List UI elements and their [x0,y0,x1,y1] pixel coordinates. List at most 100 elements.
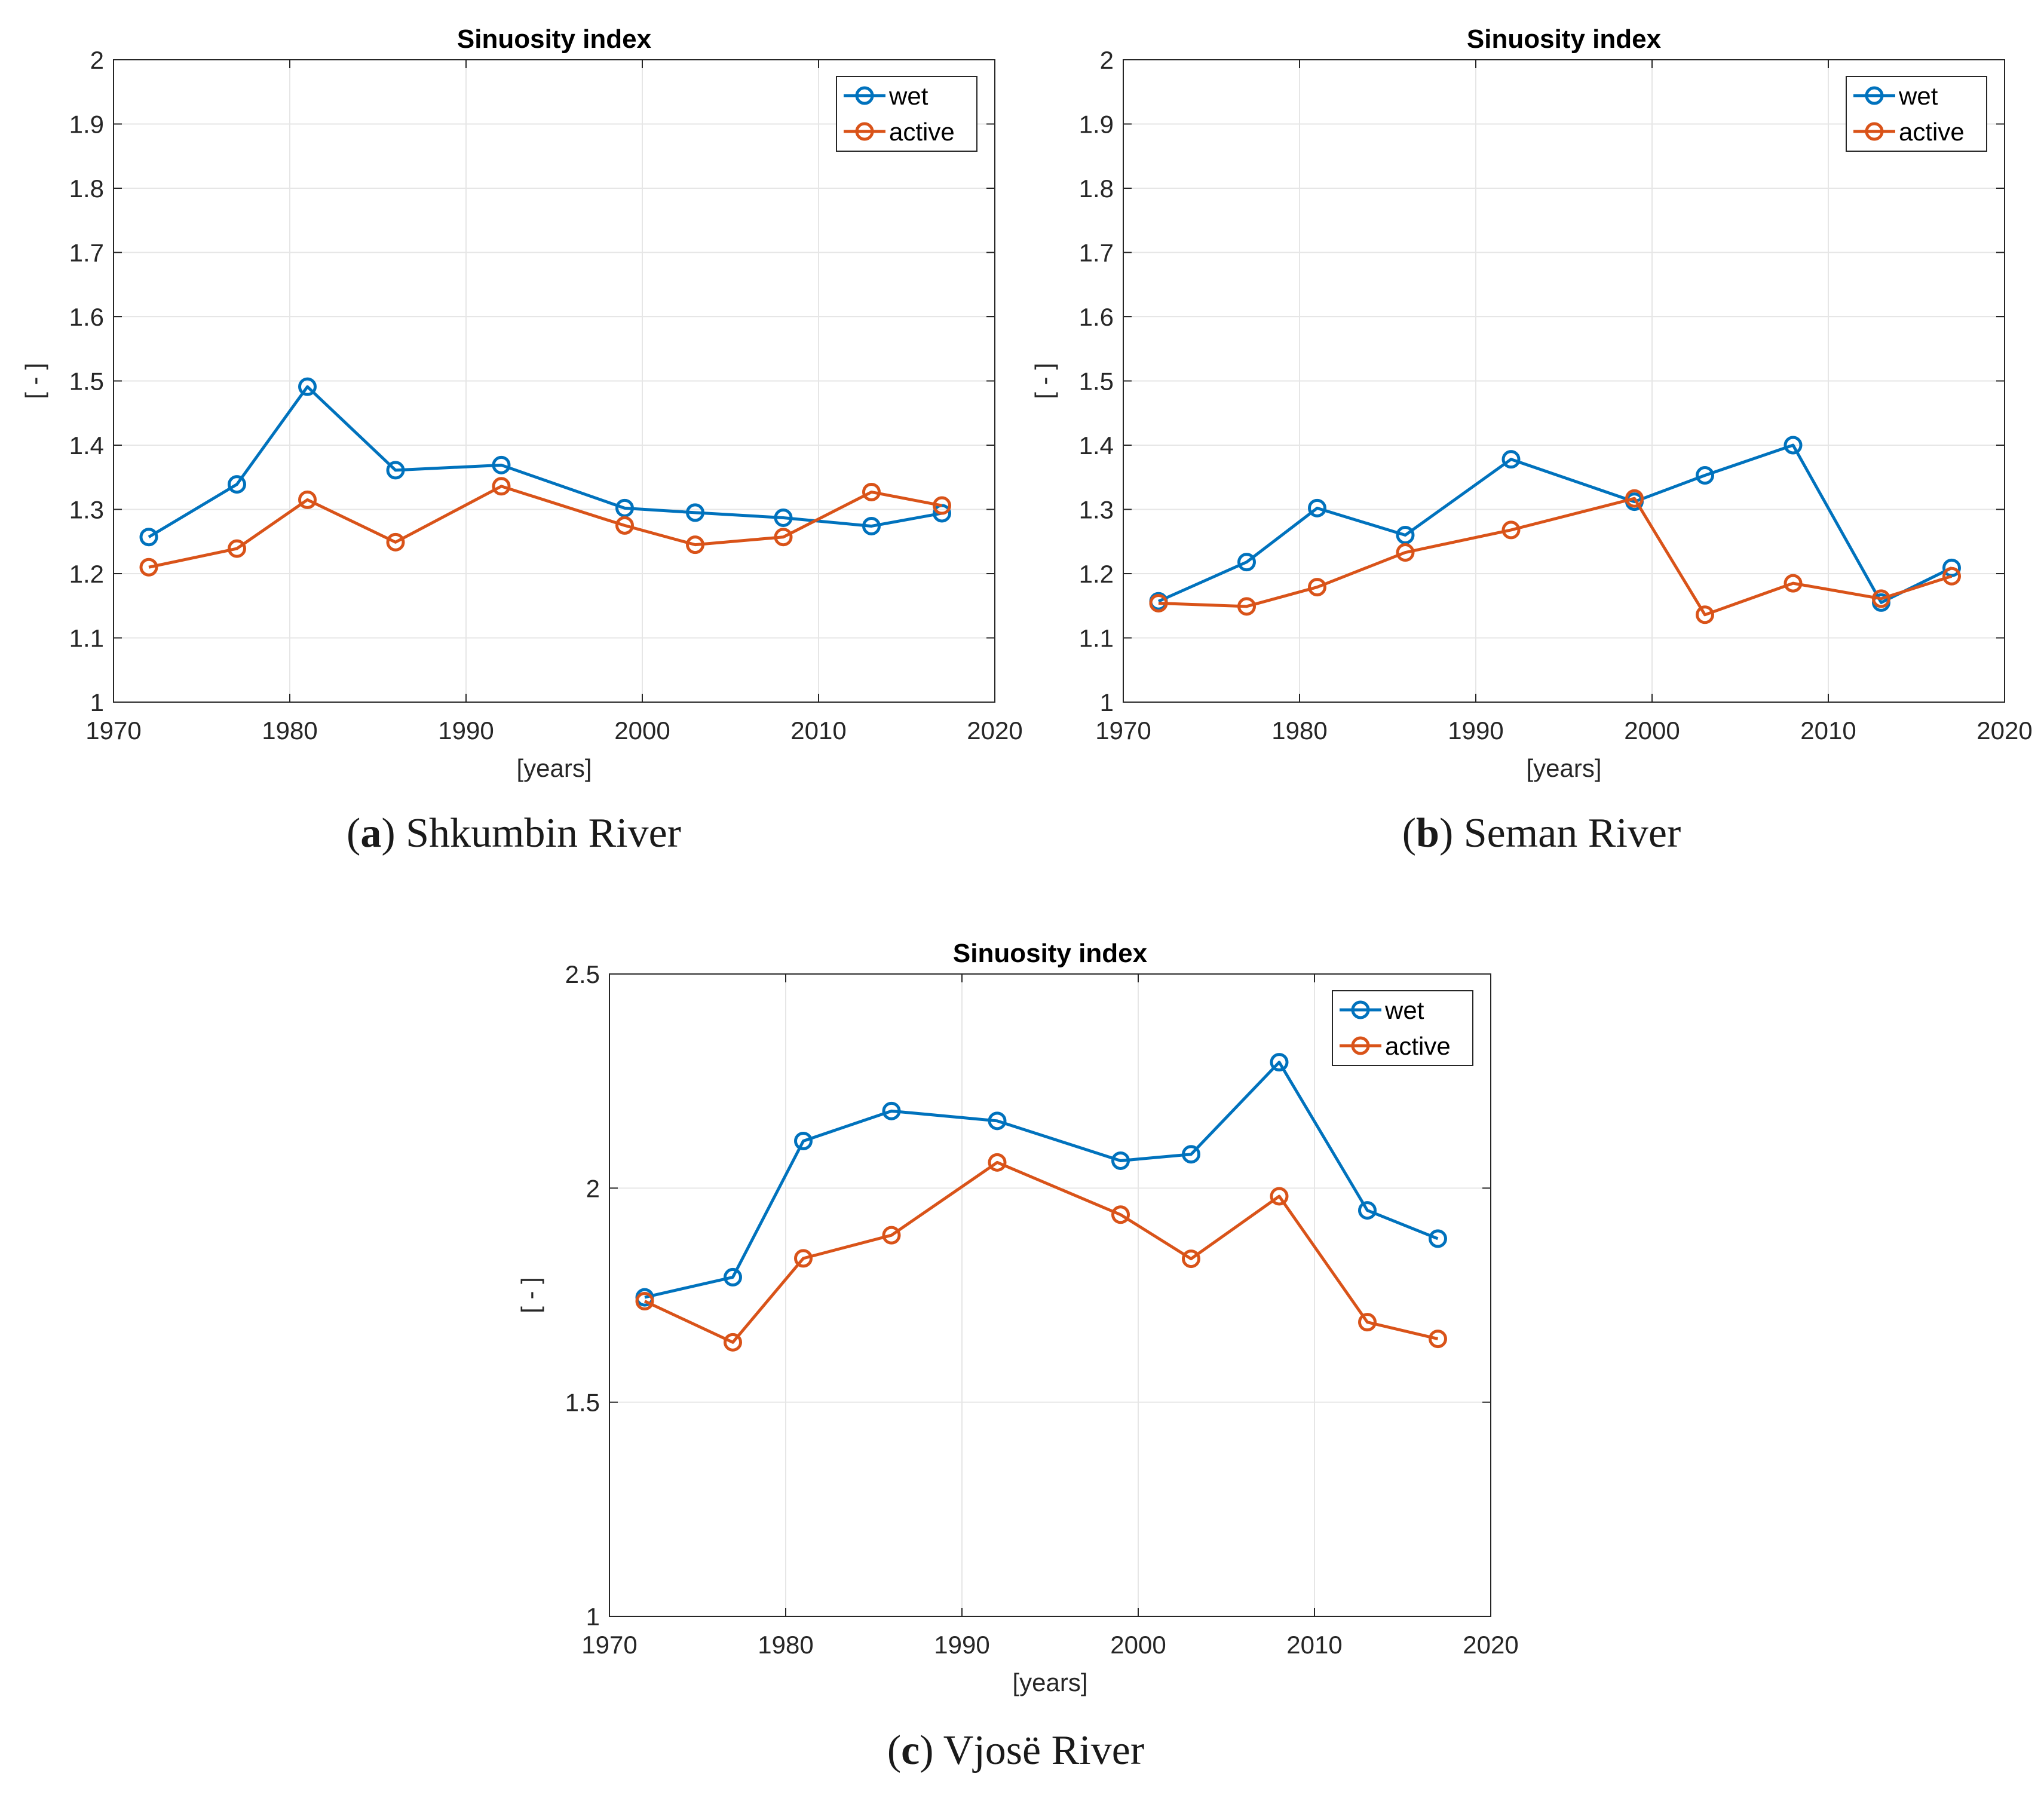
chart-b-ylabel: [ - ] [1030,363,1058,399]
chart-b-ytick-label: 1.4 [1079,431,1114,460]
chart-a-ytick-label: 1.7 [69,239,104,267]
chart-b-ytick-label: 1.3 [1079,496,1114,524]
chart-b-point-wet [1696,466,1714,485]
chart-c-point-wet [1429,1229,1447,1248]
caption-c-text: Vjosë River [943,1728,1145,1774]
chart-b-xtick-label: 1990 [1448,716,1503,745]
chart-c-point-active [635,1292,654,1311]
chart-c-point-active [882,1226,901,1245]
chart-c-point-wet [988,1111,1007,1131]
chart-a-point-active [298,490,317,509]
chart-b-ytick-label: 1.8 [1079,174,1114,203]
chart-a-title: Sinuosity index [457,24,652,54]
chart-c-xtick-label: 1990 [934,1631,989,1659]
chart-b-point-active [1696,605,1714,624]
chart-b-series-line-active [1158,497,1953,617]
chart-b-ytick-label: 1 [1100,688,1114,716]
chart-c-point-wet [1111,1151,1130,1170]
chart-b-series-line-wet [1157,443,1953,604]
chart-c-legend-marker-active [1351,1036,1370,1055]
chart-a-xlabel: [years] [516,754,592,782]
chart-b-xtick-label: 1980 [1271,716,1327,745]
chart-panel-c: 1970 1980 1990 2000 2010 2020 1 1.5 2 2.5 Sinuosit… [496,914,1524,1709]
chart-a-series-line-wet [148,385,942,538]
chart-a-point-active [774,528,793,547]
chart-a-point-wet [139,528,158,547]
chart-b-point-wet [1942,558,1961,577]
caption-b: (b) Seman River [1402,810,1681,856]
chart-b-legend-label-active: active [1899,118,1965,146]
chart-c-point-active [1111,1205,1130,1224]
chart-c-point-wet [1270,1053,1289,1072]
chart-b-legend-label-wet: wet [1898,82,1938,110]
chart-b-point-wet [1501,450,1521,469]
chart-b-legend-marker-active [1865,122,1884,141]
chart-c-ytick-label: 1.5 [565,1389,600,1417]
chart-a-point-wet [298,377,317,396]
chart-a-point-active [139,558,158,577]
chart-c-xlabel: [years] [1012,1668,1087,1696]
chart-panel-a: 1970 1980 1990 2000 2010 2020 1 1.1 1.2 1.3 1.4 1.5… [0,0,1028,795]
chart-b-point-active [1872,589,1890,608]
chart-a-point-active [862,482,881,501]
chart-c-point-wet [1358,1201,1377,1220]
chart-c-series-line-active [643,1160,1439,1344]
caption-a-text: Shkumbin River [406,810,681,856]
chart-b-legend-marker-wet [1865,86,1884,105]
chart-a-point-active [615,516,634,535]
chart-b-ytick-label: 1.1 [1079,624,1114,653]
chart-b-ytick-label: 1.7 [1079,239,1114,267]
chart-c-axes-box [609,973,1491,1617]
chart-b-point-wet [1783,436,1803,455]
chart-c-point-wet [724,1267,742,1287]
chart-a-point-wet [774,508,793,527]
chart-a-ytick-label: 2 [90,46,104,74]
chart-a-xtick-label: 2000 [614,716,670,745]
chart-a-ytick-label: 1.1 [69,624,104,653]
chart-b-ytick-label: 2 [1100,46,1114,74]
chart-a-xtick-label: 1980 [262,716,317,745]
chart-b-point-active [1396,543,1415,562]
chart-a-ytick-label: 1.5 [69,367,104,396]
chart-b-point-wet [1396,526,1415,544]
chart-b-point-wet [1308,498,1326,517]
chart-a-point-wet [492,455,511,474]
chart-a-xtick-label: 2010 [790,716,846,745]
chart-c-title: Sinuosity index [953,939,1148,968]
chart-c-point-wet [1182,1145,1200,1164]
chart-a-legend-marker-wet [855,86,874,105]
chart-a-ylabel: [ - ] [20,363,48,399]
chart-b-point-wet [1237,553,1256,572]
chart-c-legend-label-active: active [1385,1032,1451,1060]
chart-a-point-wet [686,503,704,522]
caption-a-letter: a [360,810,382,856]
chart-a-ytick-label: 1 [90,688,104,716]
chart-b-ytick-label: 1.5 [1079,367,1114,396]
chart-c-legend-marker-wet [1351,1000,1370,1019]
chart-c-legend-label-wet: wet [1384,996,1424,1024]
chart-c-xtick-label: 2020 [1463,1631,1518,1659]
chart-a-point-active [686,535,704,555]
chart-c-ytick-label: 2 [586,1174,600,1202]
chart-b-xtick-label: 2000 [1624,716,1680,745]
chart-a-point-active [228,539,246,558]
chart-c-xtick-label: 2000 [1110,1631,1166,1659]
chart-b-xtick-label: 2020 [1976,716,2032,745]
chart-b-xtick-label: 2010 [1800,716,1856,745]
chart-b-ytick-label: 1.2 [1079,560,1114,588]
chart-b: 1970 1980 1990 2000 2010 2020 1 1.1 1.2 1.3 1.4 1.5… [1030,24,2033,782]
chart-b-point-active [1149,593,1168,612]
caption-a: (a) Shkumbin River [347,810,681,856]
chart-a-ytick-label: 1.8 [69,174,104,203]
chart-a-ytick-label: 1.4 [69,431,104,460]
chart-a-point-wet [862,516,881,535]
chart-a-point-active [492,477,511,496]
chart-a-xtick-label: 1990 [438,716,494,745]
chart-c-ytick-label: 1 [586,1603,600,1631]
chart-b-xlabel: [years] [1526,754,1601,782]
chart-c-series-line-wet [644,1061,1439,1299]
caption-b-text: Seman River [1463,810,1681,856]
chart-a: 1970 1980 1990 2000 2010 2020 1 1.1 1.2 1.3 1.4 1.5… [20,24,1023,782]
chart-a-xtick-label: 1970 [85,716,141,745]
chart-b-ytick-label: 1.6 [1079,303,1114,331]
